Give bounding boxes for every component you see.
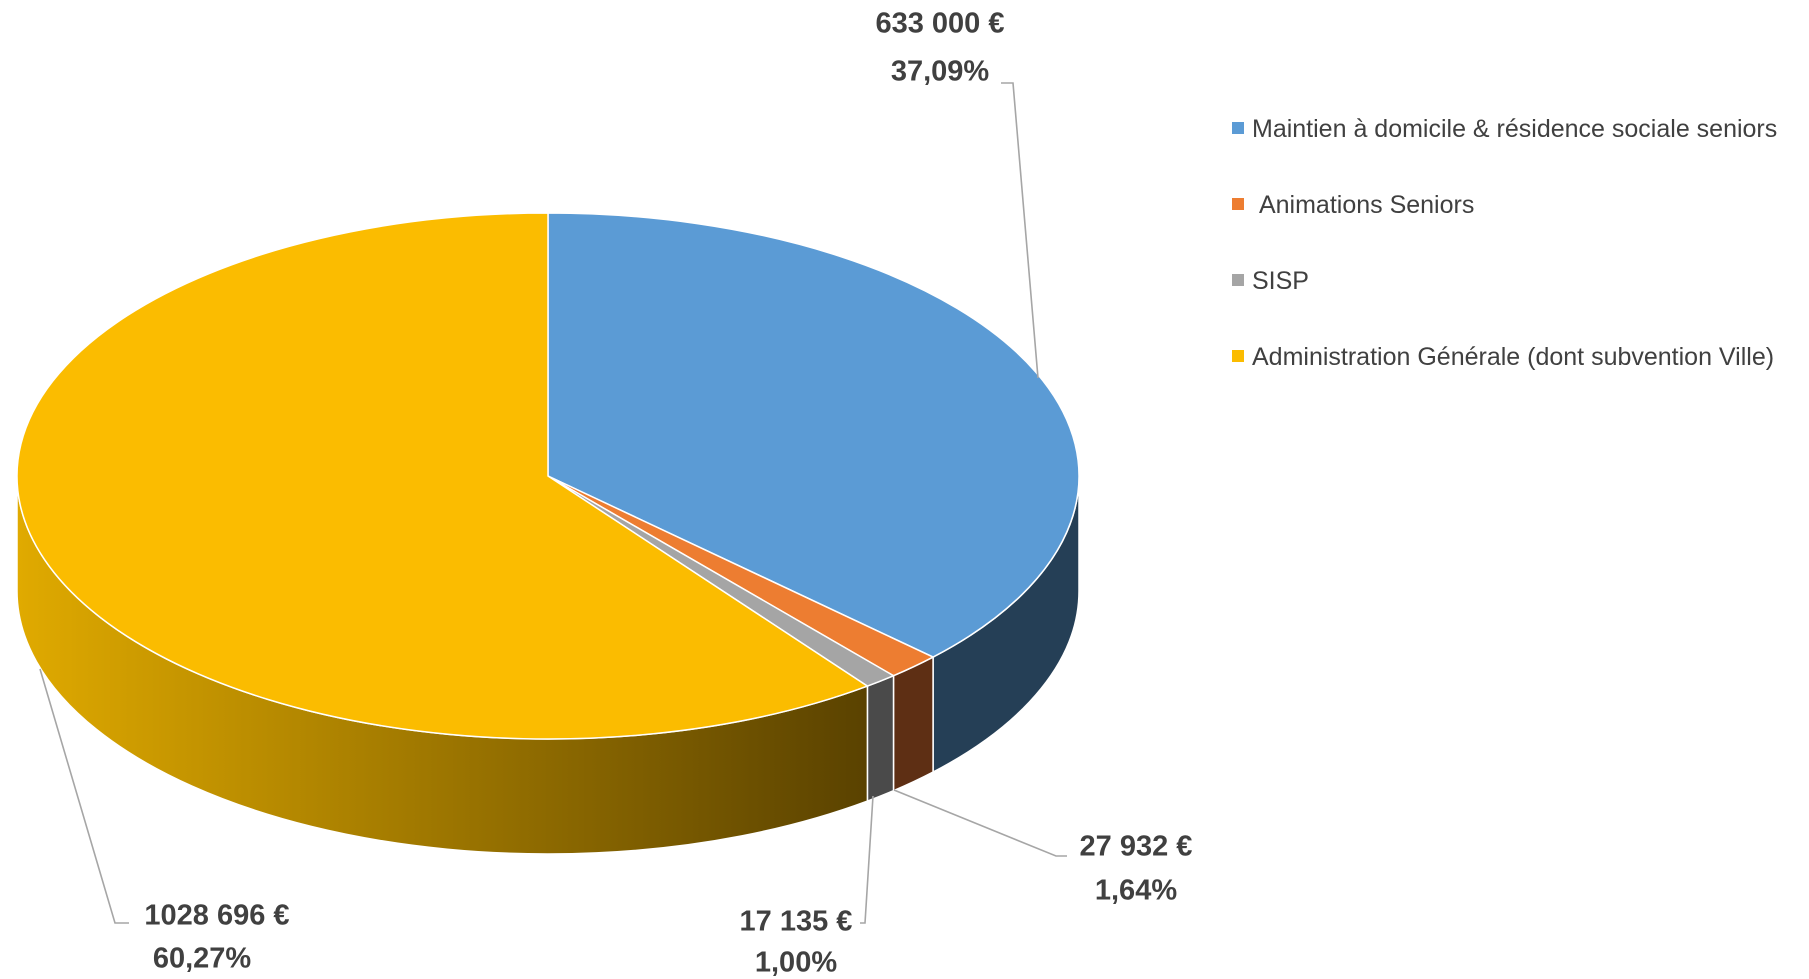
legend-item: Administration Générale (dont subvention… <box>1232 338 1802 376</box>
pie-tops <box>16 212 1080 740</box>
pie-side <box>892 655 934 792</box>
pie-side <box>866 674 895 803</box>
value-label: 17 135 € <box>740 906 853 938</box>
legend-item: Maintien à domicile & résidence sociale … <box>1232 110 1802 148</box>
value-label: 1028 696 € <box>144 900 289 932</box>
legend-item: SISP <box>1232 262 1802 300</box>
pie-slice <box>16 212 870 740</box>
legend-label: SISP <box>1252 267 1309 295</box>
percent-label: 60,27% <box>153 943 252 975</box>
legend-item: Animations Seniors <box>1232 186 1802 224</box>
leader-line <box>39 668 129 924</box>
legend-label: Administration Générale (dont subvention… <box>1252 343 1775 371</box>
value-label: 633 000 € <box>875 8 1004 40</box>
legend-label: Animations Seniors <box>1252 191 1475 219</box>
legend-swatch <box>1232 122 1244 134</box>
legend-swatch <box>1232 350 1244 362</box>
percent-label: 1,64% <box>1095 875 1177 907</box>
data-labels: 633 000 € 37,09% 27 932 € 1,64% 17 135 € 1,00… <box>39 8 1193 979</box>
leader-line <box>860 795 874 924</box>
legend-swatch <box>1232 198 1244 210</box>
pie-slice <box>547 212 1080 658</box>
leader-line <box>1001 82 1039 379</box>
percent-label: 37,09% <box>891 56 990 88</box>
leader-line <box>893 789 1067 857</box>
value-label: 27 932 € <box>1080 831 1193 863</box>
percent-label: 1,00% <box>755 947 837 979</box>
legend-label: Maintien à domicile & résidence sociale … <box>1252 115 1778 143</box>
legend-swatch <box>1232 274 1244 286</box>
pie-sides <box>16 475 1080 855</box>
